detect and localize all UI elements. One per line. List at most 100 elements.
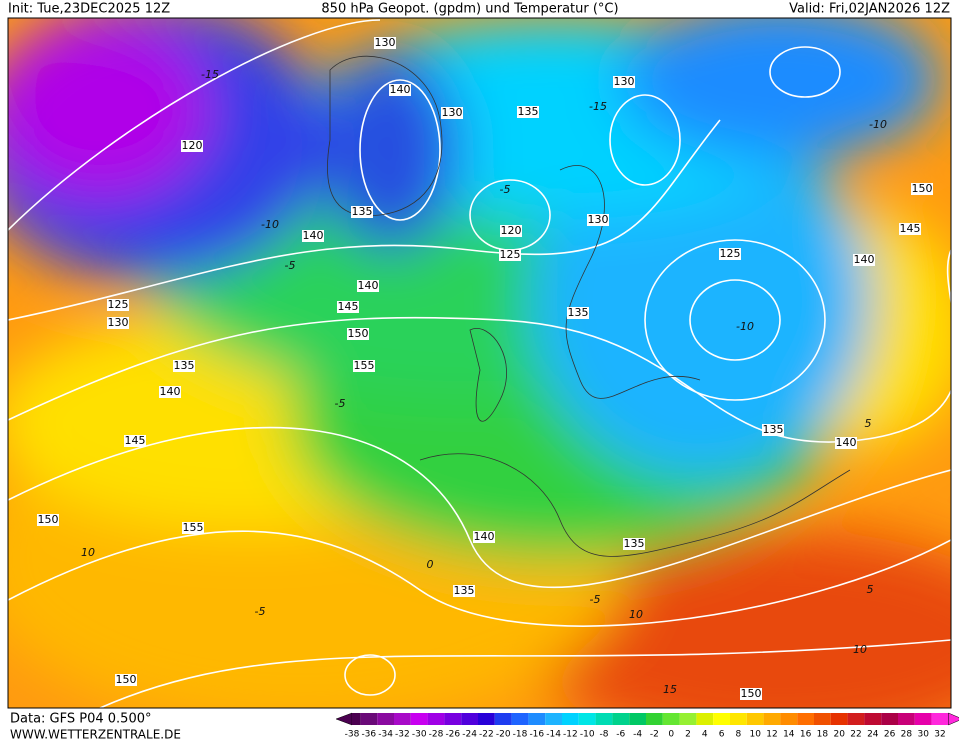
- colorbar-swatch: [444, 713, 462, 725]
- colorbar-swatch: [814, 713, 831, 725]
- label-box: [835, 437, 857, 449]
- geopotential-label: 140: [390, 83, 411, 96]
- temperature-label: -5: [590, 593, 601, 606]
- label-box: [159, 386, 181, 398]
- colorbar-label: -2: [650, 730, 659, 740]
- label-box: [115, 674, 137, 686]
- data-source: Data: GFS P04 0.500°: [10, 712, 152, 727]
- geopotential-label: 140: [358, 279, 379, 292]
- geopotential-label: 150: [741, 687, 762, 700]
- geopotential-label: 120: [182, 139, 203, 152]
- geopotential-label: 145: [338, 300, 359, 313]
- temperature-label: -15: [201, 68, 219, 81]
- label-box: [37, 514, 59, 526]
- colorbar-label: 22: [850, 730, 861, 740]
- colorbar-label: -12: [563, 730, 578, 740]
- geopotential-label: 140: [854, 253, 875, 266]
- colorbar-swatch: [881, 713, 898, 725]
- geopotential-label: 135: [763, 423, 784, 436]
- temperature-label: 10: [81, 546, 95, 559]
- geopotential-label: 140: [160, 385, 181, 398]
- colorbar-swatch: [545, 713, 562, 725]
- temperature-label: 0: [427, 558, 434, 571]
- colorbar-swatch: [662, 713, 680, 725]
- colorbar-swatch: [797, 713, 814, 725]
- geopotential-label: 125: [720, 247, 741, 260]
- colorbar-swatch: [914, 713, 932, 725]
- geopotential-label: 125: [108, 298, 129, 311]
- colorbar-label: -8: [600, 730, 609, 740]
- temperature-label: 10: [853, 643, 867, 656]
- geopotential-label: 135: [174, 359, 195, 372]
- colorbar-label: -38: [345, 730, 360, 740]
- label-box: [517, 106, 539, 118]
- geopotential-label: 130: [442, 106, 463, 119]
- label-box: [500, 225, 522, 237]
- colorbar-label: 32: [934, 730, 945, 740]
- colorbar-swatch: [352, 713, 361, 725]
- colorbar-arrow-left: [335, 712, 353, 726]
- coastlines: [327, 55, 851, 557]
- colorbar-label: -4: [633, 730, 642, 740]
- colorbar-label: -16: [529, 730, 544, 740]
- label-box: [499, 249, 521, 261]
- website: WWW.WETTERZENTRALE.DE: [10, 728, 181, 742]
- label-box: [623, 538, 645, 550]
- label-box: [853, 254, 875, 266]
- geopotential-label: 150: [38, 513, 59, 526]
- colorbar-label: 10: [749, 730, 761, 740]
- colorbar-swatch: [696, 713, 714, 725]
- temperature-label: -5: [335, 397, 346, 410]
- colorbar-swatch: [898, 713, 915, 725]
- temperature-label: -10: [869, 118, 887, 131]
- colorbar-swatch: [377, 713, 394, 725]
- colorbar-label: 24: [867, 730, 879, 740]
- colorbar-label: 20: [833, 730, 845, 740]
- colorbar-label: -18: [513, 730, 528, 740]
- colorbar-label: -34: [378, 730, 393, 740]
- colorbar-label: -14: [546, 730, 561, 740]
- valid-label: Valid: Fri,02JAN2026 12Z: [789, 2, 950, 17]
- temperature-label: -5: [500, 183, 511, 196]
- colorbar-swatch: [730, 713, 747, 725]
- colorbar-label: 4: [702, 730, 708, 740]
- colorbar-swatch: [494, 713, 512, 725]
- colorbar-label: 6: [719, 730, 725, 740]
- colorbar-label: -24: [462, 730, 477, 740]
- geopotential-label: 130: [375, 36, 396, 49]
- colorbar-swatch: [646, 713, 663, 725]
- temperature-label: -10: [261, 218, 279, 231]
- colorbar-swatch: [562, 713, 579, 725]
- colorbar-swatch: [461, 713, 478, 725]
- colorbar-label: 28: [901, 730, 913, 740]
- colorbar-label: -26: [445, 730, 460, 740]
- label-box: [347, 328, 369, 340]
- temperature-label: -5: [285, 259, 296, 272]
- geopotential-label: 130: [614, 75, 635, 88]
- label-box: [353, 360, 375, 372]
- colorbar-swatch: [427, 713, 445, 725]
- colorbar-swatch: [595, 713, 613, 725]
- geopotential-label: 140: [836, 436, 857, 449]
- colorbar-swatch: [864, 713, 882, 725]
- temperature-label: -10: [736, 320, 754, 333]
- colorbar-label: 2: [685, 730, 691, 740]
- label-box: [107, 299, 129, 311]
- colorbar-label: -6: [616, 730, 625, 740]
- label-box: [107, 317, 129, 329]
- label-box: [740, 688, 762, 700]
- geopotential-label: 135: [352, 205, 373, 218]
- temperature-label: -5: [255, 605, 266, 618]
- geopotential-label: 155: [183, 521, 204, 534]
- colorbar-label: 16: [800, 730, 812, 740]
- colorbar-swatch: [578, 713, 596, 725]
- colorbar-swatch: [612, 713, 630, 725]
- label-box: [389, 84, 411, 96]
- geopotential-label: 135: [624, 537, 645, 550]
- geopotential-label: 145: [900, 222, 921, 235]
- colorbar-swatch: [830, 713, 848, 725]
- label-box: [357, 280, 379, 292]
- temperature-label: 10: [629, 608, 643, 621]
